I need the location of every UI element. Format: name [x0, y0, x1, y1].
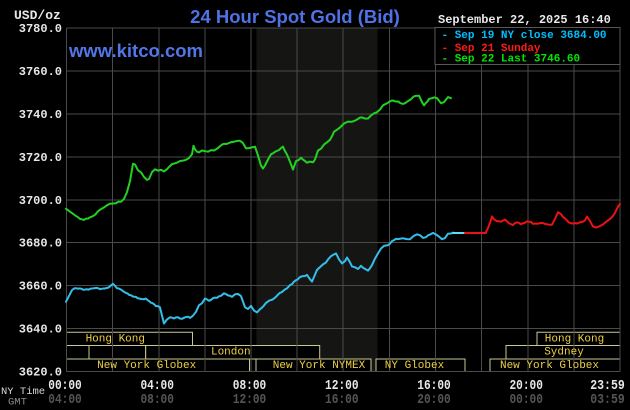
svg-text:08:00: 08:00	[233, 379, 267, 394]
svg-text:London: London	[211, 347, 251, 359]
svg-text:Hong Kong: Hong Kong	[86, 333, 145, 345]
svg-text:00:00: 00:00	[48, 379, 82, 394]
svg-text:23:59: 23:59	[590, 379, 625, 394]
svg-text:- Sep 21 Sunday: - Sep 21 Sunday	[442, 43, 541, 55]
svg-text:3680.0: 3680.0	[19, 237, 62, 251]
svg-text:3780.0: 3780.0	[19, 22, 62, 36]
svg-text:08:00: 08:00	[140, 393, 174, 408]
svg-text:16:00: 16:00	[417, 379, 451, 394]
svg-text:00:00: 00:00	[509, 393, 543, 408]
svg-text:12:00: 12:00	[325, 379, 359, 394]
svg-text:3700.0: 3700.0	[19, 194, 62, 208]
svg-text:NY Time: NY Time	[1, 386, 45, 398]
svg-text:24 Hour Spot Gold (Bid): 24 Hour Spot Gold (Bid)	[190, 6, 400, 27]
svg-text:- Sep 22 Last 3746.60: - Sep 22 Last 3746.60	[442, 54, 581, 66]
svg-text:3660.0: 3660.0	[19, 280, 62, 294]
svg-text:3760.0: 3760.0	[19, 65, 62, 79]
svg-text:Sydney: Sydney	[544, 347, 584, 359]
svg-text:16:00: 16:00	[325, 393, 359, 408]
svg-text:04:00: 04:00	[48, 393, 82, 408]
svg-text:GMT: GMT	[8, 397, 27, 409]
svg-text:3720.0: 3720.0	[19, 151, 62, 165]
svg-text:20:00: 20:00	[417, 393, 451, 408]
svg-text:New York NYMEX: New York NYMEX	[273, 360, 366, 372]
svg-text:- Sep 19 NY close 3684.00: - Sep 19 NY close 3684.00	[442, 30, 607, 42]
svg-text:04:00: 04:00	[140, 379, 174, 394]
svg-text:New York Globex: New York Globex	[97, 360, 196, 372]
svg-text:USD/oz: USD/oz	[14, 8, 61, 23]
svg-text:NY Globex: NY Globex	[385, 360, 445, 372]
svg-text:20:00: 20:00	[509, 379, 543, 394]
svg-text:3740.0: 3740.0	[19, 108, 62, 122]
svg-text:Hong Kong: Hong Kong	[545, 333, 604, 345]
svg-text:3640.0: 3640.0	[19, 323, 62, 337]
svg-text:September 22, 2025 16:40: September 22, 2025 16:40	[438, 13, 611, 27]
svg-text:New York Globex: New York Globex	[500, 360, 599, 372]
svg-text:12:00: 12:00	[233, 393, 267, 408]
svg-text:03:59: 03:59	[590, 393, 625, 408]
svg-text:www.kitco.com: www.kitco.com	[68, 40, 203, 61]
svg-text:3620.0: 3620.0	[19, 366, 62, 380]
